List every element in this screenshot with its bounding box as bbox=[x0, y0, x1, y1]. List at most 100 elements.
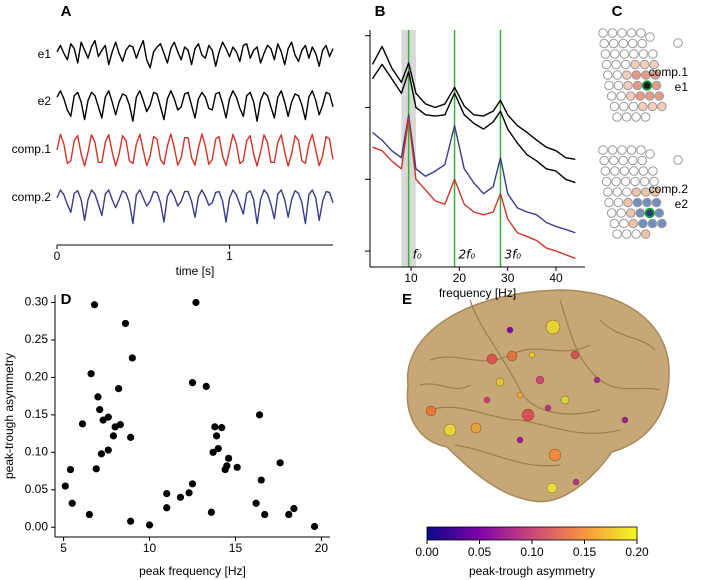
trace-label: e2 bbox=[38, 94, 52, 108]
trace bbox=[371, 114, 576, 234]
electrode bbox=[621, 229, 632, 239]
trace-label: e1 bbox=[38, 47, 52, 61]
electrode bbox=[638, 166, 649, 176]
electrode bbox=[609, 101, 620, 112]
electrode bbox=[610, 49, 620, 59]
colorbar-tick-label: 0.15 bbox=[573, 545, 597, 559]
electrode bbox=[612, 112, 622, 122]
harmonic-label: 3f₀ bbox=[504, 248, 521, 262]
x-tick-label: 1 bbox=[226, 249, 233, 263]
electrode bbox=[611, 59, 621, 70]
point bbox=[290, 504, 298, 513]
point bbox=[257, 476, 265, 484]
y-tick-label: 0.10 bbox=[25, 445, 49, 459]
electrode bbox=[631, 229, 641, 239]
electrode bbox=[640, 112, 651, 122]
y-tick-label: 0.05 bbox=[25, 482, 49, 496]
point bbox=[163, 489, 171, 498]
electrode bbox=[647, 101, 658, 112]
electrode bbox=[638, 101, 648, 112]
electrode-spheres bbox=[425, 319, 629, 494]
electrode bbox=[640, 229, 651, 239]
electrode bbox=[611, 176, 621, 187]
electrode bbox=[641, 187, 651, 197]
x-axis-label: frequency [Hz] bbox=[439, 286, 516, 300]
electrode bbox=[600, 49, 611, 59]
electrode bbox=[619, 166, 630, 176]
x-axis-label: peak frequency [Hz] bbox=[139, 564, 246, 578]
colorbar-tick-label: 0.10 bbox=[520, 545, 544, 559]
electrode bbox=[623, 197, 633, 208]
x-tick-label: 10 bbox=[143, 541, 157, 555]
trace-label: comp.1 bbox=[12, 142, 52, 156]
map-label: comp.1 bbox=[649, 65, 689, 79]
electrode bbox=[601, 176, 612, 187]
point bbox=[202, 382, 210, 391]
electrode bbox=[612, 70, 623, 80]
electrode bbox=[619, 218, 629, 229]
harmonic-label: f₀ bbox=[413, 248, 422, 262]
electrode bbox=[635, 91, 646, 101]
electrode bbox=[648, 49, 658, 59]
panel-label: D bbox=[61, 291, 72, 308]
electrode bbox=[618, 155, 629, 166]
electrode bbox=[644, 91, 655, 101]
electrode bbox=[625, 208, 636, 218]
electrode bbox=[604, 197, 614, 208]
electrode bbox=[644, 207, 655, 219]
electrode bbox=[612, 187, 623, 197]
electrode bbox=[609, 218, 620, 229]
electrode bbox=[606, 91, 617, 101]
point bbox=[188, 480, 197, 488]
electrode bbox=[631, 187, 642, 197]
point bbox=[192, 298, 200, 307]
electrode bbox=[673, 155, 683, 165]
map-label: comp.2 bbox=[649, 182, 689, 196]
electrode bbox=[608, 155, 619, 166]
point bbox=[87, 370, 95, 378]
x-tick-label: 10 bbox=[404, 271, 418, 285]
electrode bbox=[657, 218, 667, 229]
point bbox=[109, 432, 118, 440]
electrode bbox=[629, 49, 639, 59]
electrode bbox=[598, 145, 608, 155]
point bbox=[214, 444, 222, 453]
point bbox=[94, 393, 102, 401]
electrode bbox=[638, 49, 649, 59]
point bbox=[255, 411, 264, 419]
point bbox=[90, 301, 99, 309]
electrode bbox=[631, 112, 641, 122]
point bbox=[96, 406, 104, 414]
electrode bbox=[637, 38, 648, 49]
point bbox=[185, 489, 193, 497]
electrode bbox=[651, 80, 662, 91]
point bbox=[116, 421, 124, 429]
x-tick-label: 5 bbox=[60, 541, 67, 555]
point bbox=[310, 522, 319, 531]
electrode bbox=[657, 101, 667, 112]
electrode bbox=[619, 49, 630, 59]
colorbar-tick-label: 0.20 bbox=[625, 545, 649, 559]
panel-label: B bbox=[375, 3, 386, 20]
point bbox=[252, 499, 260, 507]
electrode bbox=[636, 28, 646, 38]
panel-label: E bbox=[402, 291, 412, 308]
electrode bbox=[604, 80, 614, 91]
electrode bbox=[619, 101, 629, 112]
electrode bbox=[625, 91, 636, 101]
point bbox=[61, 482, 69, 490]
electrode bbox=[630, 59, 640, 70]
electrode bbox=[631, 70, 642, 80]
y-tick-label: 0.25 bbox=[25, 332, 49, 346]
electrode bbox=[608, 38, 619, 49]
electrode bbox=[613, 80, 624, 91]
x-tick-label: 20 bbox=[315, 541, 329, 555]
point bbox=[121, 319, 130, 328]
map-label: e1 bbox=[675, 80, 689, 94]
electrode bbox=[630, 176, 640, 187]
point bbox=[128, 354, 136, 362]
point bbox=[127, 433, 135, 441]
point bbox=[104, 446, 112, 454]
electrode bbox=[607, 28, 618, 38]
electrode bbox=[651, 197, 662, 208]
